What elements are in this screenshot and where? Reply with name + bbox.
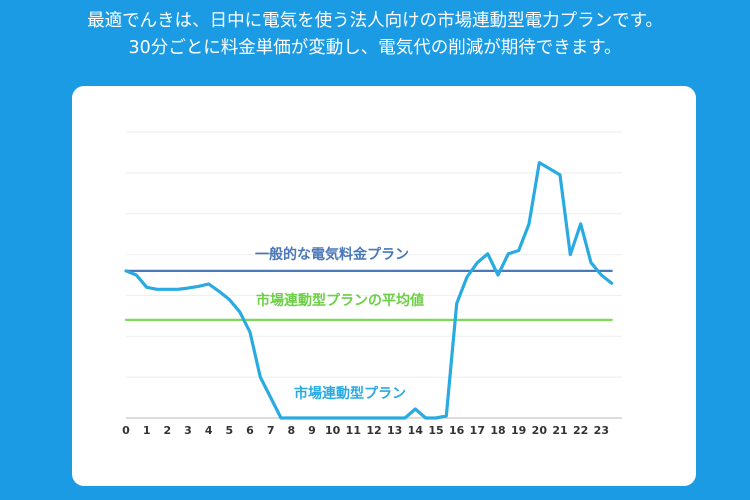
series-label-average: 市場連動型プランの平均値 <box>256 292 424 309</box>
x-tick-label: 21 <box>552 424 567 437</box>
headline-line-1: 最適でんきは、日中に電気を使う法人向けの市場連動型電力プランです。 <box>87 11 663 31</box>
x-tick-label: 15 <box>428 424 443 437</box>
x-tick-label: 3 <box>184 424 192 437</box>
x-tick-label: 23 <box>594 424 609 437</box>
x-tick-label: 17 <box>470 424 485 437</box>
series-line-market <box>124 161 614 420</box>
x-tick-label: 19 <box>511 424 526 437</box>
x-tick-label: 13 <box>387 424 402 437</box>
x-tick-label: 4 <box>205 424 213 437</box>
x-tick-label: 20 <box>532 424 548 437</box>
x-tick-label: 12 <box>366 424 381 437</box>
x-tick-label: 8 <box>288 424 296 437</box>
series-label-flat-rate: 一般的な電気料金プラン <box>255 246 409 263</box>
x-tick-label: 5 <box>226 424 234 437</box>
x-tick-label: 18 <box>490 424 505 437</box>
x-tick-label: 9 <box>308 424 316 437</box>
x-tick-label: 6 <box>246 424 254 437</box>
chart-card: 0 1 2 3 4 5 6 7 8 9 10 11 12 13 14 15 16 17 18 19 20 21 22 23 市場… <box>72 86 696 486</box>
x-tick-label: 0 <box>122 424 130 437</box>
series-label-market: 市場連動型プラン <box>294 385 406 402</box>
headline: 最適でんきは、日中に電気を使う法人向けの市場連動型電力プランです。 30分ごとに… <box>0 8 750 62</box>
x-tick-label: 14 <box>408 424 424 437</box>
x-tick-label: 11 <box>346 424 361 437</box>
x-tick-label: 7 <box>267 424 275 437</box>
x-tick-label: 2 <box>164 424 172 437</box>
headline-line-2: 30分ごとに料金単価が変動し、電気代の削減が期待できます。 <box>128 38 622 58</box>
x-tick-label: 10 <box>325 424 341 437</box>
x-tick-label: 1 <box>143 424 151 437</box>
x-tick-label: 22 <box>573 424 588 437</box>
price-chart: 0 1 2 3 4 5 6 7 8 9 10 11 12 13 14 15 16 17 18 19 20 21 22 23市場… <box>122 131 622 437</box>
x-tick-label: 16 <box>449 424 465 437</box>
